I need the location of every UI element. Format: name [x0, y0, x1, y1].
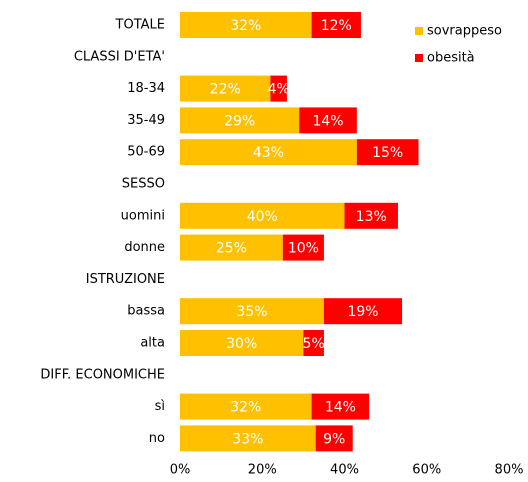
x-tick-label: 0% [170, 463, 191, 478]
category-label: 35-49 [127, 113, 165, 128]
value-label: 15% [372, 145, 403, 161]
category-label: 18-34 [127, 81, 165, 96]
bar-segment [180, 75, 271, 102]
category-label: 50-69 [127, 145, 165, 160]
value-label: 25% [216, 241, 247, 257]
legend-label: sovrappeso [427, 24, 502, 39]
bar-segment [315, 425, 353, 452]
bar-segment [180, 298, 324, 325]
x-tick-label: 60% [412, 463, 441, 478]
category-label: bassa [127, 304, 165, 319]
category-label: uomini [121, 208, 165, 223]
bar-segment [323, 298, 403, 325]
category-label: sì [155, 399, 165, 414]
value-label: 32% [230, 18, 261, 34]
category-label: alta [140, 336, 165, 351]
bar-segment [180, 202, 345, 229]
bar-segment [311, 393, 370, 420]
value-label: 43% [253, 145, 284, 161]
legend-label: obesità [427, 51, 475, 66]
category-label: TOTALE [115, 18, 165, 33]
bar-segment [299, 107, 357, 134]
bar-segment [180, 234, 283, 261]
value-label: 30% [226, 336, 257, 352]
bar-segment [344, 202, 398, 229]
bar-segment [180, 107, 300, 134]
bar-segment [180, 425, 316, 452]
x-tick-label: 20% [248, 463, 277, 478]
value-label: 4% [268, 82, 290, 98]
bar-segment [282, 234, 324, 261]
legend-swatch [415, 27, 423, 35]
category-label: DIFF. ECONOMICHE [40, 367, 165, 382]
category-label: no [149, 431, 165, 446]
category-label: donne [124, 240, 165, 255]
category-label: CLASSI D'ETA' [74, 49, 165, 64]
value-label: 32% [230, 400, 261, 416]
value-label: 12% [321, 18, 352, 34]
value-label: 10% [288, 241, 319, 257]
value-label: 22% [210, 82, 241, 98]
category-label: ISTRUZIONE [86, 272, 165, 287]
value-label: 40% [247, 209, 278, 225]
value-label: 33% [232, 431, 263, 447]
value-label: 19% [347, 304, 378, 320]
bar-segment [303, 330, 324, 356]
x-tick-label: 40% [330, 463, 359, 478]
value-label: 9% [323, 431, 345, 447]
bar-segment [180, 330, 304, 356]
value-label: 29% [224, 113, 255, 129]
value-label: 14% [312, 113, 343, 129]
value-label: 13% [356, 209, 387, 225]
bar-segment [180, 12, 312, 38]
bar-segment [356, 139, 419, 166]
bar-segment [180, 139, 357, 166]
x-tick-label: 80% [495, 463, 524, 478]
value-label: 35% [236, 304, 267, 320]
bar-segment [311, 12, 361, 38]
bar-segment [270, 75, 287, 102]
bar-segment [180, 393, 312, 420]
category-label: SESSO [122, 177, 165, 192]
value-label: 5% [303, 336, 325, 352]
legend-swatch [415, 54, 423, 62]
value-label: 14% [325, 400, 356, 416]
